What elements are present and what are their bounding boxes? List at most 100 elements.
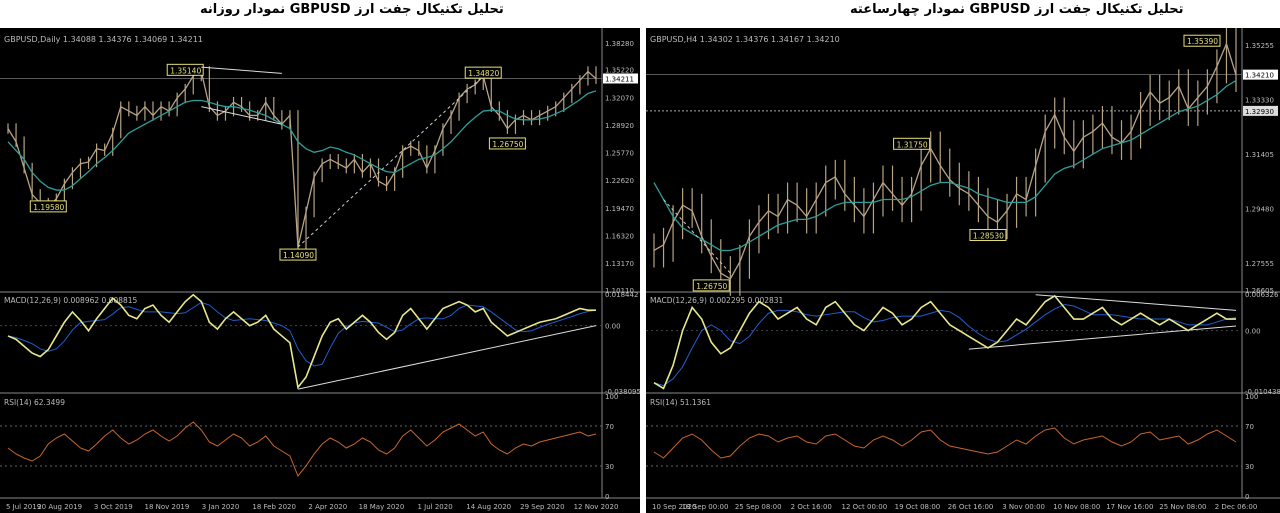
h4-current-tag xyxy=(1243,69,1278,80)
h4-macd-signal xyxy=(653,304,1237,387)
daily-price-tick: 1.13170 xyxy=(605,260,634,268)
h4-time-tick: 3 Nov 00:00 xyxy=(1002,503,1045,511)
daily-time-tick: 29 Sep 2020 xyxy=(520,503,564,511)
h4-annotation-label: 1.28530 xyxy=(973,231,1004,240)
h4-rsi-tick: 70 xyxy=(1245,423,1254,431)
daily-current-price: 1.34211 xyxy=(605,75,634,83)
daily-price-tick: 1.25770 xyxy=(605,150,634,158)
h4-price-tick: 1.26605 xyxy=(1245,287,1274,295)
h4-hline-tag xyxy=(1243,105,1278,116)
h4-price-tick: 1.33330 xyxy=(1245,97,1274,105)
chart-title-right: تحلیل تکنیکال جفت ارز GBPUSD نمودار چهار… xyxy=(850,2,1184,17)
daily-price-line xyxy=(7,70,597,248)
daily-price-tick: 1.28920 xyxy=(605,122,634,130)
daily-macd-label: MACD(12,26,9) 0.008962 0.008815 xyxy=(4,296,138,305)
h4-macd-label: MACD(12,26,9) 0.002295 0.002831 xyxy=(650,296,784,305)
daily-channel-bottom xyxy=(201,106,282,125)
h4-annotation-label: 1.35390 xyxy=(1187,37,1218,46)
h4-time-tick: 12 Oct 00:00 xyxy=(842,503,888,511)
daily-rsi-tick: 30 xyxy=(605,463,614,471)
daily-annotation-box xyxy=(166,63,204,76)
h4-rsi-tick: 100 xyxy=(1245,393,1258,401)
h4-time-tick: 25 Sep 08:00 xyxy=(735,503,782,511)
h4-rsi-tick: 30 xyxy=(1245,463,1254,471)
h4-time-tick: 2 Oct 16:00 xyxy=(791,503,832,511)
daily-time-tick: 14 Aug 2020 xyxy=(466,503,511,511)
h4-macd-tick: 0.00 xyxy=(1245,328,1261,336)
daily-macd-tick: -0.038095 xyxy=(605,388,640,396)
daily-macd-signal xyxy=(7,301,597,367)
h4-time-tick: 18 Sep 00:00 xyxy=(682,503,729,511)
daily-rsi-tick: 70 xyxy=(605,423,614,431)
h4-chart-svg[interactable]: GBPUSD,H4 1.34302 1.34376 1.34167 1.3421… xyxy=(646,28,1280,513)
h4-time-tick: 2 Dec 06:00 xyxy=(1215,503,1258,511)
daily-macd-tick: 0.018442 xyxy=(605,291,638,299)
h4-price-tick: 1.31405 xyxy=(1245,151,1274,159)
daily-time-tick: 20 Aug 2019 xyxy=(37,503,82,511)
daily-price-tick: 1.35220 xyxy=(605,67,634,75)
h4-ma-line xyxy=(653,80,1237,252)
daily-time-tick: 5 Jul 2019 xyxy=(6,503,41,511)
h4-price-tick: 1.35255 xyxy=(1245,42,1274,50)
h4-annotation-box xyxy=(969,228,1007,241)
daily-time-tick: 18 Feb 2020 xyxy=(252,503,296,511)
daily-price-tick: 1.19470 xyxy=(605,205,634,213)
daily-dashed-trend xyxy=(297,75,484,248)
h4-time-tick: 10 Sep 2020 xyxy=(652,503,696,511)
daily-price-tick: 1.32070 xyxy=(605,94,634,102)
daily-time-tick: 12 Nov 2020 xyxy=(574,503,619,511)
daily-channel-top xyxy=(201,66,282,74)
h4-macd-line xyxy=(653,294,1236,390)
daily-annotation-label: 1.14090 xyxy=(283,251,314,260)
h4-price-tick: 1.29480 xyxy=(1245,206,1274,214)
h4-annotation-label: 1.31750 xyxy=(897,140,928,149)
daily-annotation-label: 1.34820 xyxy=(468,69,499,78)
daily-chart-svg[interactable]: GBPUSD,Daily 1.34088 1.34376 1.34069 1.3… xyxy=(0,28,640,513)
daily-annotation-box xyxy=(464,66,502,79)
h4-rsi-tick: 0 xyxy=(1245,493,1249,501)
h4-time-tick: 10 Nov 08:00 xyxy=(1053,503,1100,511)
h4-dashed-trend xyxy=(663,199,731,274)
daily-annotation-box xyxy=(279,248,317,261)
daily-annotation-label: 1.35140 xyxy=(170,66,201,75)
chart-title-left: تحلیل تکنیکال جفت ارز GBPUSD نمودار روزا… xyxy=(200,2,504,17)
daily-macd-tick: 0.00 xyxy=(605,323,621,331)
h4-annotation-box xyxy=(893,137,931,150)
daily-macd-line xyxy=(7,293,596,390)
daily-rsi-label: RSI(14) 62.3499 xyxy=(4,398,65,407)
daily-price-tick: 1.16320 xyxy=(605,233,634,241)
daily-time-tick: 18 Nov 2019 xyxy=(144,503,189,511)
daily-chart-panel[interactable]: GBPUSD,Daily 1.34088 1.34376 1.34069 1.3… xyxy=(0,28,640,513)
daily-time-tick: 1 Jul 2020 xyxy=(418,503,453,511)
daily-price-tick: 1.10110 xyxy=(605,287,634,295)
h4-price-tick: 1.27555 xyxy=(1245,260,1274,268)
h4-annotation-box xyxy=(1183,34,1221,47)
h4-annotation-box xyxy=(692,279,730,292)
h4-macd-upper-trendline xyxy=(1035,294,1237,311)
h4-chart-panel[interactable]: GBPUSD,H4 1.34302 1.34376 1.34167 1.3421… xyxy=(646,28,1280,513)
h4-hline-label: 1.32930 xyxy=(1245,108,1274,116)
daily-symbol-label: GBPUSD,Daily 1.34088 1.34376 1.34069 1.3… xyxy=(4,35,203,44)
h4-annotation-label: 1.26750 xyxy=(696,282,727,291)
daily-ma-line xyxy=(7,90,597,191)
h4-symbol-label: GBPUSD,H4 1.34302 1.34376 1.34167 1.3421… xyxy=(650,35,840,44)
daily-annotation-label: 1.19580 xyxy=(33,203,64,212)
daily-price-tick: 1.22620 xyxy=(605,177,634,185)
h4-time-tick: 25 Nov 08:00 xyxy=(1159,503,1206,511)
daily-rsi-tick: 100 xyxy=(605,393,618,401)
daily-rsi-tick: 0 xyxy=(605,493,609,501)
daily-time-tick: 2 Apr 2020 xyxy=(308,503,347,511)
h4-price-line xyxy=(653,41,1237,280)
daily-annotation-box xyxy=(29,200,67,213)
h4-macd-tick: 0.006326 xyxy=(1245,291,1279,299)
h4-rsi-label: RSI(14) 51.1361 xyxy=(650,398,711,407)
daily-annotation-label: 1.26750 xyxy=(492,140,523,149)
h4-time-tick: 19 Oct 08:00 xyxy=(895,503,941,511)
daily-time-tick: 18 May 2020 xyxy=(359,503,405,511)
daily-current-tag xyxy=(603,73,638,84)
daily-annotation-box xyxy=(488,137,526,150)
h4-macd-lower-trendline xyxy=(968,325,1237,350)
daily-macd-trendline xyxy=(297,325,597,390)
h4-time-tick: 17 Nov 16:00 xyxy=(1106,503,1153,511)
h4-macd-tick: -0.010438 xyxy=(1245,388,1280,396)
